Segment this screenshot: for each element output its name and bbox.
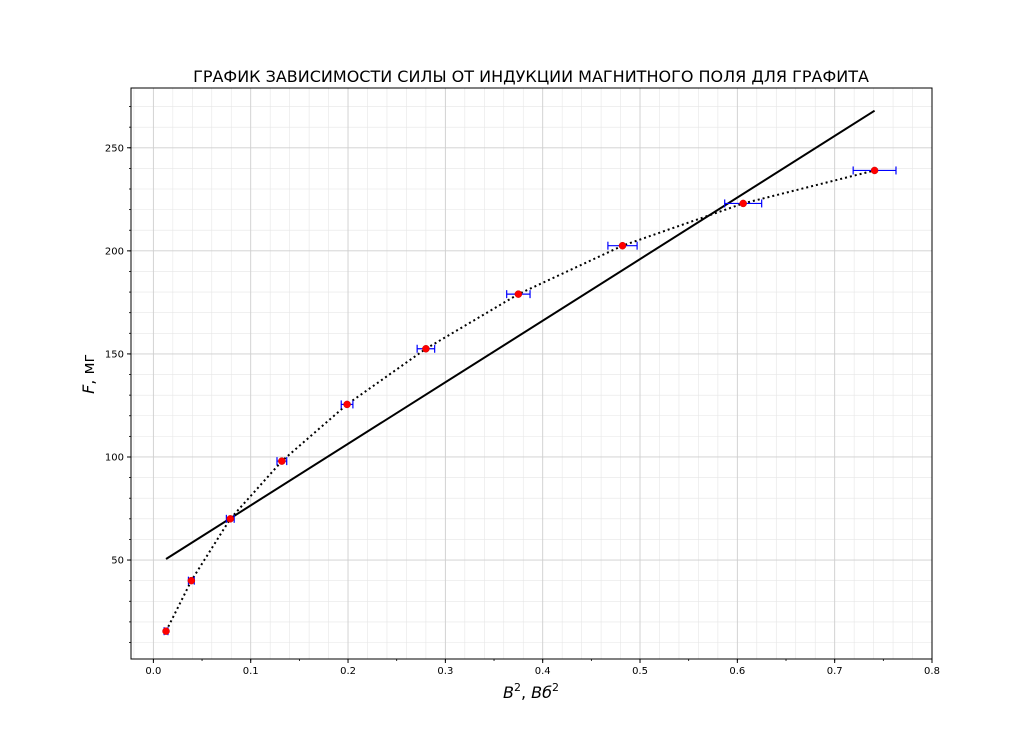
data-point [618, 241, 627, 250]
y-tick-label: 200 [105, 246, 124, 257]
x-axis-label-base: B [503, 683, 514, 702]
data-point [422, 345, 430, 353]
y-axis-label: F, мг [79, 354, 98, 394]
x-tick-label: 0.3 [437, 666, 453, 677]
data-point [870, 166, 879, 175]
plot-frame [130, 87, 933, 660]
x-tick-label: 0.5 [632, 666, 648, 677]
data-point [343, 400, 351, 409]
x-axis-label-sup2: 2 [552, 681, 559, 694]
x-axis-label-unit: Вб [531, 683, 552, 702]
y-axis-label-symbol: F [79, 384, 98, 394]
x-tick-label: 0.6 [729, 666, 745, 677]
chart-title: ГРАФИК ЗАВИСИМОСТИ СИЛЫ ОТ ИНДУКЦИИ МАГН… [193, 67, 869, 86]
x-axis-label-sup1: 2 [514, 681, 521, 694]
series-layer [162, 109, 897, 636]
x-tick-label: 0.0 [145, 666, 161, 677]
y-axis-label-unit: , мг [79, 354, 98, 385]
x-tick-label: 0.8 [924, 666, 940, 677]
x-tick-label: 0.2 [340, 666, 356, 677]
y-tick-label: 150 [105, 349, 124, 360]
data-point [278, 457, 286, 465]
x-axis-label-sep: , [521, 683, 531, 702]
axis-ticks: 0.0 0.1 0.2 0.3 0.4 0.5 0.6 0.7 0.8 50 100 150 200 25… [105, 106, 940, 677]
major-grid [131, 88, 933, 659]
data-point [162, 627, 170, 635]
x-axis-label: B2, Вб2 [503, 681, 559, 702]
y-tick-label: 100 [105, 452, 124, 463]
data-point [739, 199, 747, 208]
x-tick-label: 0.4 [535, 666, 551, 677]
y-tick-label: 250 [105, 143, 124, 154]
data-point [187, 576, 196, 585]
x-tick-label: 0.7 [827, 666, 843, 677]
measurement-line [165, 169, 875, 632]
data-point [514, 290, 523, 298]
data-point [226, 515, 235, 523]
fit-line [165, 109, 876, 560]
y-tick-label: 50 [111, 556, 124, 567]
x-tick-label: 0.1 [243, 666, 259, 677]
